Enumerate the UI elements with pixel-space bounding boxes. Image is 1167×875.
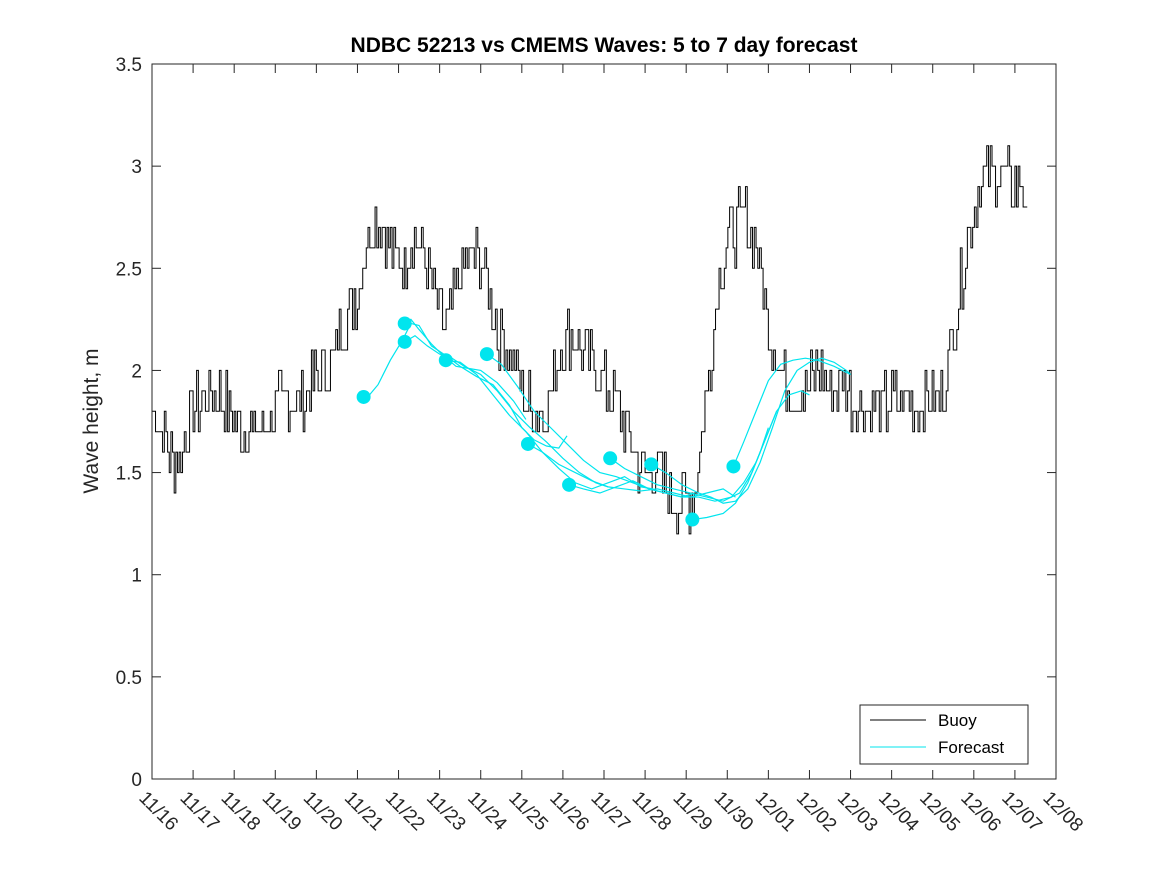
forecast-start-marker bbox=[397, 316, 412, 331]
series-forecast-line bbox=[609, 390, 810, 502]
legend-buoy-label: Buoy bbox=[938, 711, 977, 730]
series-forecast-line bbox=[404, 318, 527, 420]
series-forecast-line bbox=[527, 443, 736, 498]
y-tick-label: 1 bbox=[131, 566, 142, 587]
forecast-start-marker bbox=[644, 457, 659, 472]
forecast-start-marker bbox=[438, 353, 453, 368]
forecast-start-marker bbox=[685, 512, 700, 527]
y-axis-label: Wave height, m bbox=[80, 348, 103, 493]
series-forecast-line bbox=[367, 322, 568, 449]
forecast-start-marker bbox=[520, 436, 535, 451]
series-forecast-line bbox=[568, 411, 778, 502]
series-forecast-line bbox=[732, 357, 851, 467]
forecast-start-marker bbox=[603, 451, 618, 466]
legend-forecast-label: Forecast bbox=[938, 738, 1004, 757]
series-forecast-line bbox=[650, 357, 851, 504]
y-axis-ticks: 0 0.5 1 1.5 2 2.5 3 3.5 bbox=[116, 55, 1056, 791]
chart-title: NDBC 52213 vs CMEMS Waves: 5 to 7 day fo… bbox=[351, 34, 858, 57]
plot-background bbox=[152, 64, 1056, 779]
y-tick-label: 0 bbox=[131, 770, 142, 791]
y-tick-label: 0.5 bbox=[116, 668, 142, 689]
y-tick-label: 3 bbox=[131, 157, 142, 178]
forecast-start-marker bbox=[356, 389, 371, 404]
forecast-start-marker bbox=[562, 477, 577, 492]
y-tick-label: 2.5 bbox=[116, 259, 142, 280]
forecast-start-marker bbox=[726, 459, 741, 474]
legend-box bbox=[859, 704, 1029, 765]
series-forecast-line bbox=[445, 359, 654, 490]
series-buoy-line bbox=[152, 145, 1028, 535]
forecast-start-marker bbox=[397, 334, 412, 349]
y-tick-label: 2 bbox=[131, 361, 142, 382]
forecast-start-marker bbox=[479, 347, 494, 362]
y-tick-label: 1.5 bbox=[116, 464, 142, 485]
plot-area bbox=[152, 64, 1056, 779]
y-tick-label: 3.5 bbox=[116, 55, 142, 76]
series-forecast-line bbox=[692, 427, 769, 521]
series-layer bbox=[152, 145, 1028, 535]
series-forecast-line bbox=[404, 334, 609, 488]
legend: Buoy Forecast bbox=[859, 704, 1029, 765]
